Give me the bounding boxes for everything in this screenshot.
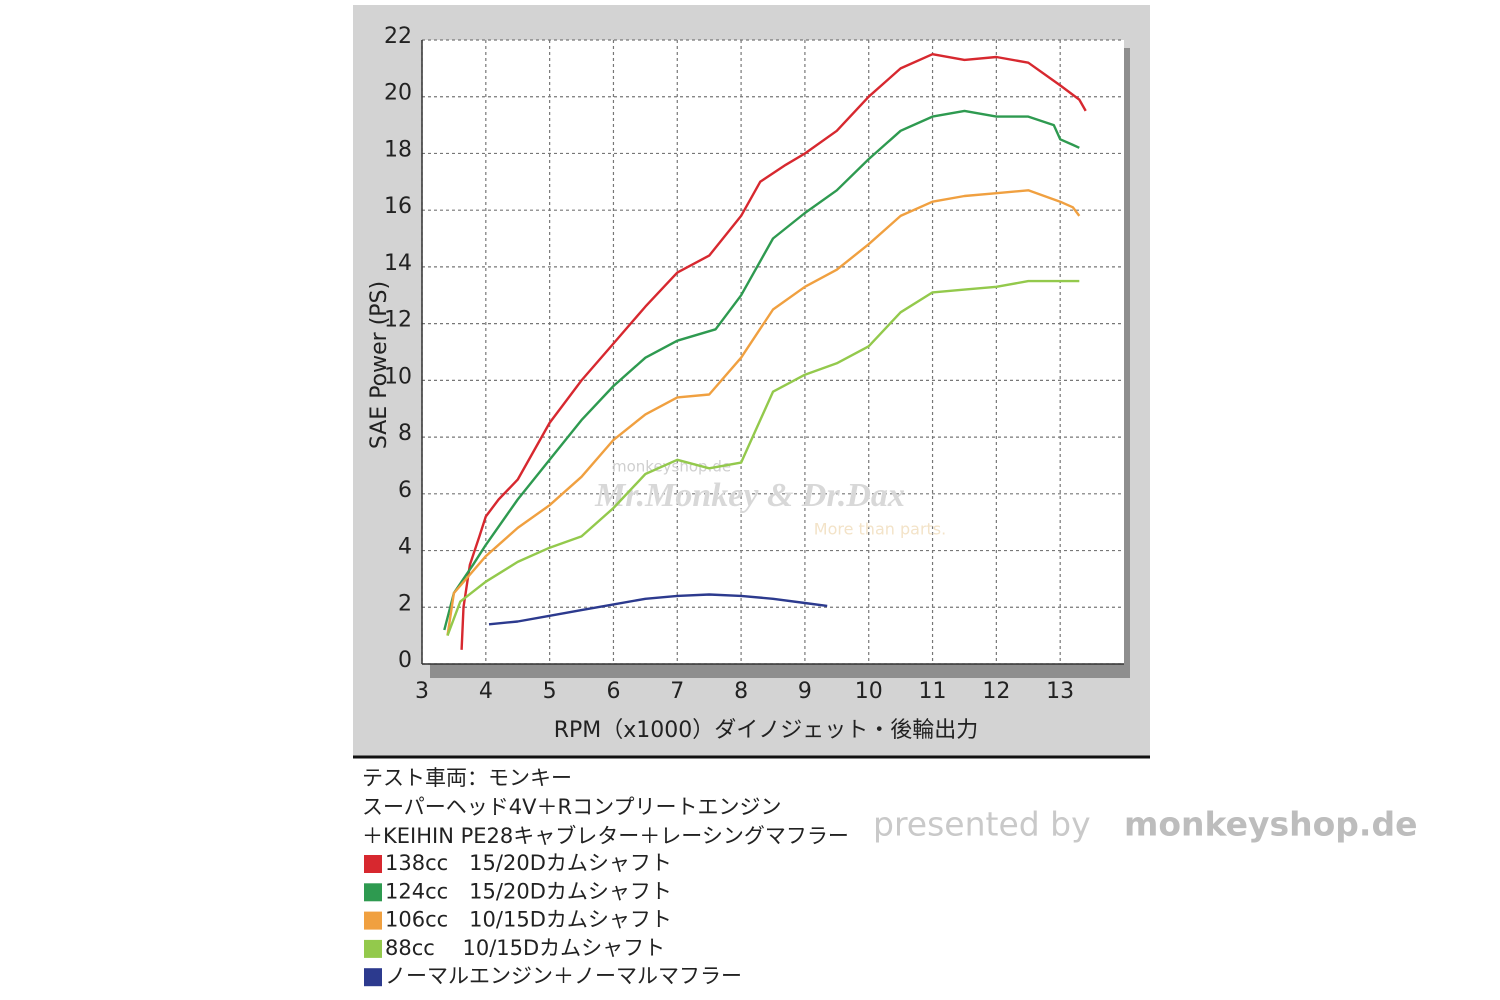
x-tick-label: 3 [415,679,429,704]
legend-label: 138cc 15/20Dカムシャフト [385,851,672,875]
legend-swatch [364,855,382,873]
x-axis-label: RPM（x1000）ダイノジェット・後輪出力 [554,718,979,743]
series-line [443,109,1080,631]
y-tick-label: 6 [398,478,412,503]
legend-label: 124cc 15/20Dカムシャフト [385,879,672,903]
series-line [446,189,1081,636]
legend-swatch [364,968,382,987]
grid [421,39,1124,665]
y-tick-label: 8 [398,421,412,446]
legend-label: 106cc 10/15Dカムシャフト [385,908,672,932]
y-tick-label: 18 [384,137,412,162]
watermark: monkeyshop.de [612,458,731,476]
legend-swatch [364,883,382,902]
series-line [460,53,1087,650]
y-tick-label: 4 [398,535,412,560]
y-tick-label: 22 [384,24,412,49]
legend-label: 88cc 10/15Dカムシャフト [385,936,665,960]
series-line [446,279,1080,637]
legend-swatch [364,939,382,958]
y-tick-label: 0 [398,648,412,673]
y-tick-label: 16 [384,194,412,219]
x-tick-label: 7 [670,679,684,704]
lines [443,53,1087,650]
watermark: monkeyshop.de [1124,805,1417,844]
y-tick-label: 12 [384,308,412,333]
x-tick-label: 4 [479,679,493,704]
x-tick-label: 10 [855,679,883,704]
legend-swatch [364,911,382,930]
plot-area [422,40,1124,664]
x-tick-label: 13 [1046,679,1074,704]
x-tick-label: 6 [606,679,620,704]
legend-label: ノーマルエンジン＋ノーマルマフラー [385,964,742,988]
y-tick-label: 20 [384,81,412,106]
note: スーパーヘッド4V＋Rコンプリートエンジン [362,795,781,819]
note: ＋KEIHIN PE28キャブレター＋レーシングマフラー [362,824,849,848]
x-tick-label: 8 [734,679,748,704]
y-tick-label: 14 [384,251,412,276]
note: テスト車両：モンキー [362,766,572,790]
watermark: presented by [873,805,1091,844]
watermark: Mr.Monkey & Dr.Dax [594,477,905,514]
series-line [488,593,828,626]
y-tick-label: 2 [398,591,412,616]
x-tick-label: 11 [919,679,947,704]
y-axis-label: SAE Power (PS) [367,281,392,449]
x-tick-label: 9 [798,679,812,704]
x-tick-label: 12 [982,679,1010,704]
x-tick-label: 5 [543,679,557,704]
watermark: More than parts. [814,520,946,539]
y-tick-label: 10 [384,364,412,389]
